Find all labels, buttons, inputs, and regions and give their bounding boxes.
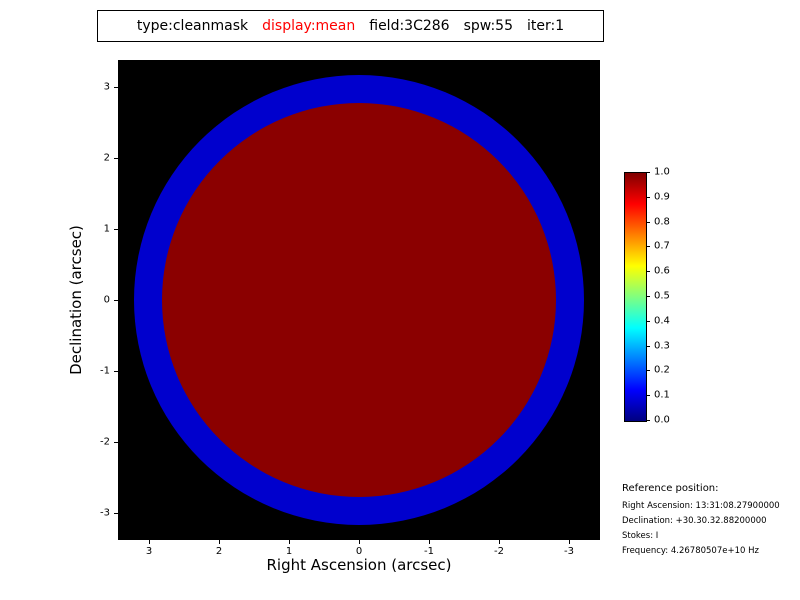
colorbar-label: 0.1 xyxy=(654,389,670,401)
colorbar-tick-mark xyxy=(646,370,650,371)
y-tick-label: -3 xyxy=(100,507,110,519)
colorbar-label: 1.0 xyxy=(654,166,670,178)
y-tick-label: -2 xyxy=(100,436,110,448)
x-tick-mark xyxy=(569,540,570,544)
mask-image xyxy=(134,75,584,525)
reference-ra: Right Ascension: 13:31:08.27900000 xyxy=(622,501,780,511)
reference-dec: Declination: +30.30.32.88200000 xyxy=(622,516,767,526)
x-tick-mark xyxy=(499,540,500,544)
x-tick-label: -2 xyxy=(494,546,504,557)
x-tick-mark xyxy=(149,540,150,544)
colorbar-label: 0.8 xyxy=(654,216,670,228)
title-field: field:3C286 xyxy=(369,18,450,34)
y-tick-mark xyxy=(114,158,118,159)
y-tick-label: 0 xyxy=(103,294,110,306)
colorbar-tick-mark xyxy=(646,197,650,198)
reference-stokes: Stokes: I xyxy=(622,531,659,541)
colorbar-label: 0.2 xyxy=(654,364,670,376)
x-tick-label: -1 xyxy=(424,546,434,557)
plot-canvas xyxy=(118,60,600,540)
y-tick-mark xyxy=(114,513,118,514)
x-tick-label: 1 xyxy=(285,546,293,557)
colorbar-label: 0.7 xyxy=(654,240,670,252)
x-tick-mark xyxy=(219,540,220,544)
y-tick-mark xyxy=(114,229,118,230)
y-tick-label: 3 xyxy=(103,81,110,93)
colorbar-label: 0.4 xyxy=(654,315,670,327)
colorbar-tick-mark xyxy=(646,321,650,322)
colorbar-label: 0.9 xyxy=(654,191,670,203)
title-display: display:mean xyxy=(262,18,356,34)
x-tick-mark xyxy=(429,540,430,544)
x-tick-mark xyxy=(359,540,360,544)
mask-disc xyxy=(162,103,556,497)
x-tick-mark xyxy=(289,540,290,544)
x-tick-label: 3 xyxy=(145,546,153,557)
title-type: type:cleanmask xyxy=(136,18,249,34)
y-tick-mark xyxy=(114,87,118,88)
plot-title: type:cleanmask display:mean field:3C286 … xyxy=(97,10,604,42)
y-axis-label: Declination (arcsec) xyxy=(67,225,85,375)
colorbar-tick-mark xyxy=(646,271,650,272)
y-tick-mark xyxy=(114,442,118,443)
colorbar-label: 0.3 xyxy=(654,340,670,352)
y-tick-label: 2 xyxy=(103,152,110,164)
reference-frequency: Frequency: 4.26780507e+10 Hz xyxy=(622,546,759,556)
x-tick-label: 2 xyxy=(215,546,223,557)
colorbar-tick-mark xyxy=(646,420,650,421)
colorbar-tick-mark xyxy=(646,172,650,173)
x-tick-label: 0 xyxy=(355,546,363,557)
title-iter: iter:1 xyxy=(527,18,565,34)
reference-heading: Reference position: xyxy=(622,483,719,494)
y-tick-mark xyxy=(114,300,118,301)
colorbar-tick-mark xyxy=(646,346,650,347)
x-axis-label: Right Ascension (arcsec) xyxy=(266,556,452,574)
reference-position-block: Reference position: Right Ascension: 13:… xyxy=(622,483,780,559)
title-spw: spw:55 xyxy=(463,18,513,34)
y-tick-label: 1 xyxy=(103,223,110,235)
colorbar-label: 0.5 xyxy=(654,290,670,302)
y-tick-mark xyxy=(114,371,118,372)
colorbar-tick-mark xyxy=(646,246,650,247)
x-tick-label: -3 xyxy=(564,546,574,557)
colorbar-label: 0.0 xyxy=(654,414,670,426)
colorbar-tick-mark xyxy=(646,222,650,223)
y-tick-label: -1 xyxy=(100,365,110,377)
colorbar-tick-mark xyxy=(646,395,650,396)
colorbar xyxy=(624,172,647,422)
colorbar-tick-mark xyxy=(646,296,650,297)
colorbar-label: 0.6 xyxy=(654,265,670,277)
